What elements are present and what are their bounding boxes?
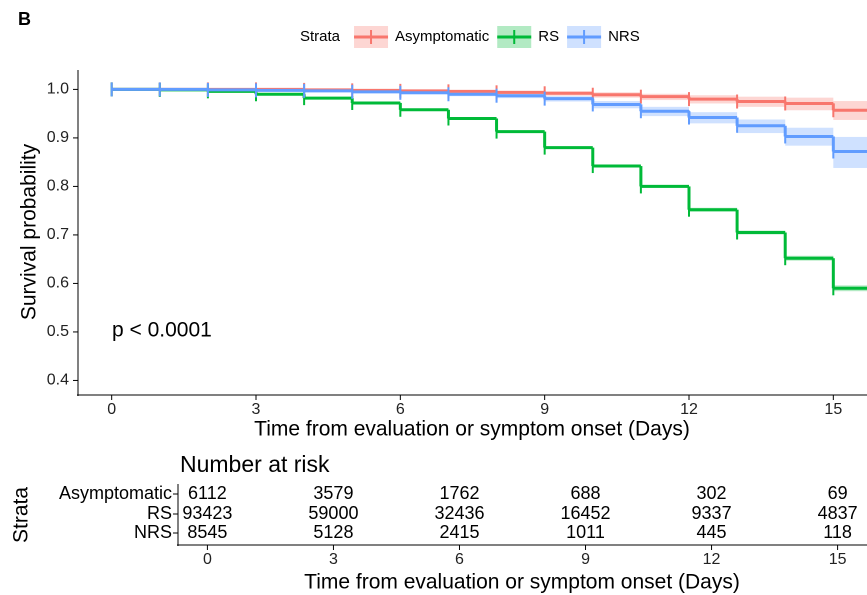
table-row-label: RS bbox=[147, 503, 172, 523]
at-risk-count: 5128 bbox=[313, 522, 353, 542]
at-risk-count: 302 bbox=[697, 483, 727, 503]
x-tick-label: 12 bbox=[680, 401, 698, 418]
legend-title: Strata bbox=[300, 28, 341, 45]
panel-label: B bbox=[18, 9, 31, 29]
legend-label: RS bbox=[538, 28, 559, 45]
at-risk-count: 1011 bbox=[566, 522, 605, 542]
x-tick-label: 0 bbox=[107, 401, 116, 418]
x-tick-label: 9 bbox=[540, 401, 549, 418]
table-x-tick-label: 3 bbox=[329, 551, 338, 568]
legend-label: Asymptomatic bbox=[395, 28, 490, 45]
y-tick-label: 0.8 bbox=[47, 178, 69, 195]
at-risk-count: 2415 bbox=[439, 522, 479, 542]
risk-table-x-title: Time from evaluation or symptom onset (D… bbox=[304, 571, 740, 594]
table-x-tick-label: 0 bbox=[203, 551, 212, 568]
table-x-tick-label: 9 bbox=[581, 551, 590, 568]
at-risk-count: 118 bbox=[823, 522, 852, 542]
table-row-label: NRS bbox=[134, 522, 172, 542]
legend-label: NRS bbox=[608, 28, 640, 45]
x-axis-title: Time from evaluation or symptom onset (D… bbox=[254, 418, 690, 441]
at-risk-count: 1762 bbox=[439, 483, 479, 503]
at-risk-count: 445 bbox=[697, 522, 727, 542]
y-tick-label: 0.9 bbox=[47, 129, 69, 146]
x-tick-label: 6 bbox=[396, 401, 405, 418]
at-risk-count: 93423 bbox=[182, 503, 232, 523]
risk-table-title: Number at risk bbox=[180, 451, 330, 477]
y-tick-label: 0.7 bbox=[47, 226, 69, 243]
p-value: p < 0.0001 bbox=[112, 319, 212, 342]
risk-table-y-title: Strata bbox=[10, 487, 33, 543]
at-risk-count: 4837 bbox=[818, 503, 858, 523]
y-tick-label: 1.0 bbox=[47, 81, 69, 98]
table-x-tick-label: 6 bbox=[455, 551, 464, 568]
x-tick-label: 15 bbox=[824, 401, 842, 418]
at-risk-count: 6112 bbox=[188, 483, 227, 503]
at-risk-count: 59000 bbox=[308, 503, 358, 523]
y-tick-label: 0.4 bbox=[47, 372, 69, 389]
y-tick-label: 0.6 bbox=[47, 275, 69, 292]
at-risk-count: 688 bbox=[570, 483, 600, 503]
table-row-label: Asymptomatic bbox=[59, 483, 172, 503]
x-tick-label: 3 bbox=[252, 401, 261, 418]
at-risk-count: 3579 bbox=[313, 483, 353, 503]
table-x-tick-label: 12 bbox=[703, 551, 721, 568]
at-risk-count: 32436 bbox=[434, 503, 484, 523]
y-tick-label: 0.5 bbox=[47, 323, 69, 340]
at-risk-count: 9337 bbox=[692, 503, 732, 523]
table-x-tick-label: 15 bbox=[829, 551, 847, 568]
y-axis-title: Survival probability bbox=[18, 143, 41, 320]
at-risk-count: 69 bbox=[828, 483, 848, 503]
at-risk-count: 16452 bbox=[560, 503, 610, 523]
at-risk-count: 8545 bbox=[187, 522, 227, 542]
